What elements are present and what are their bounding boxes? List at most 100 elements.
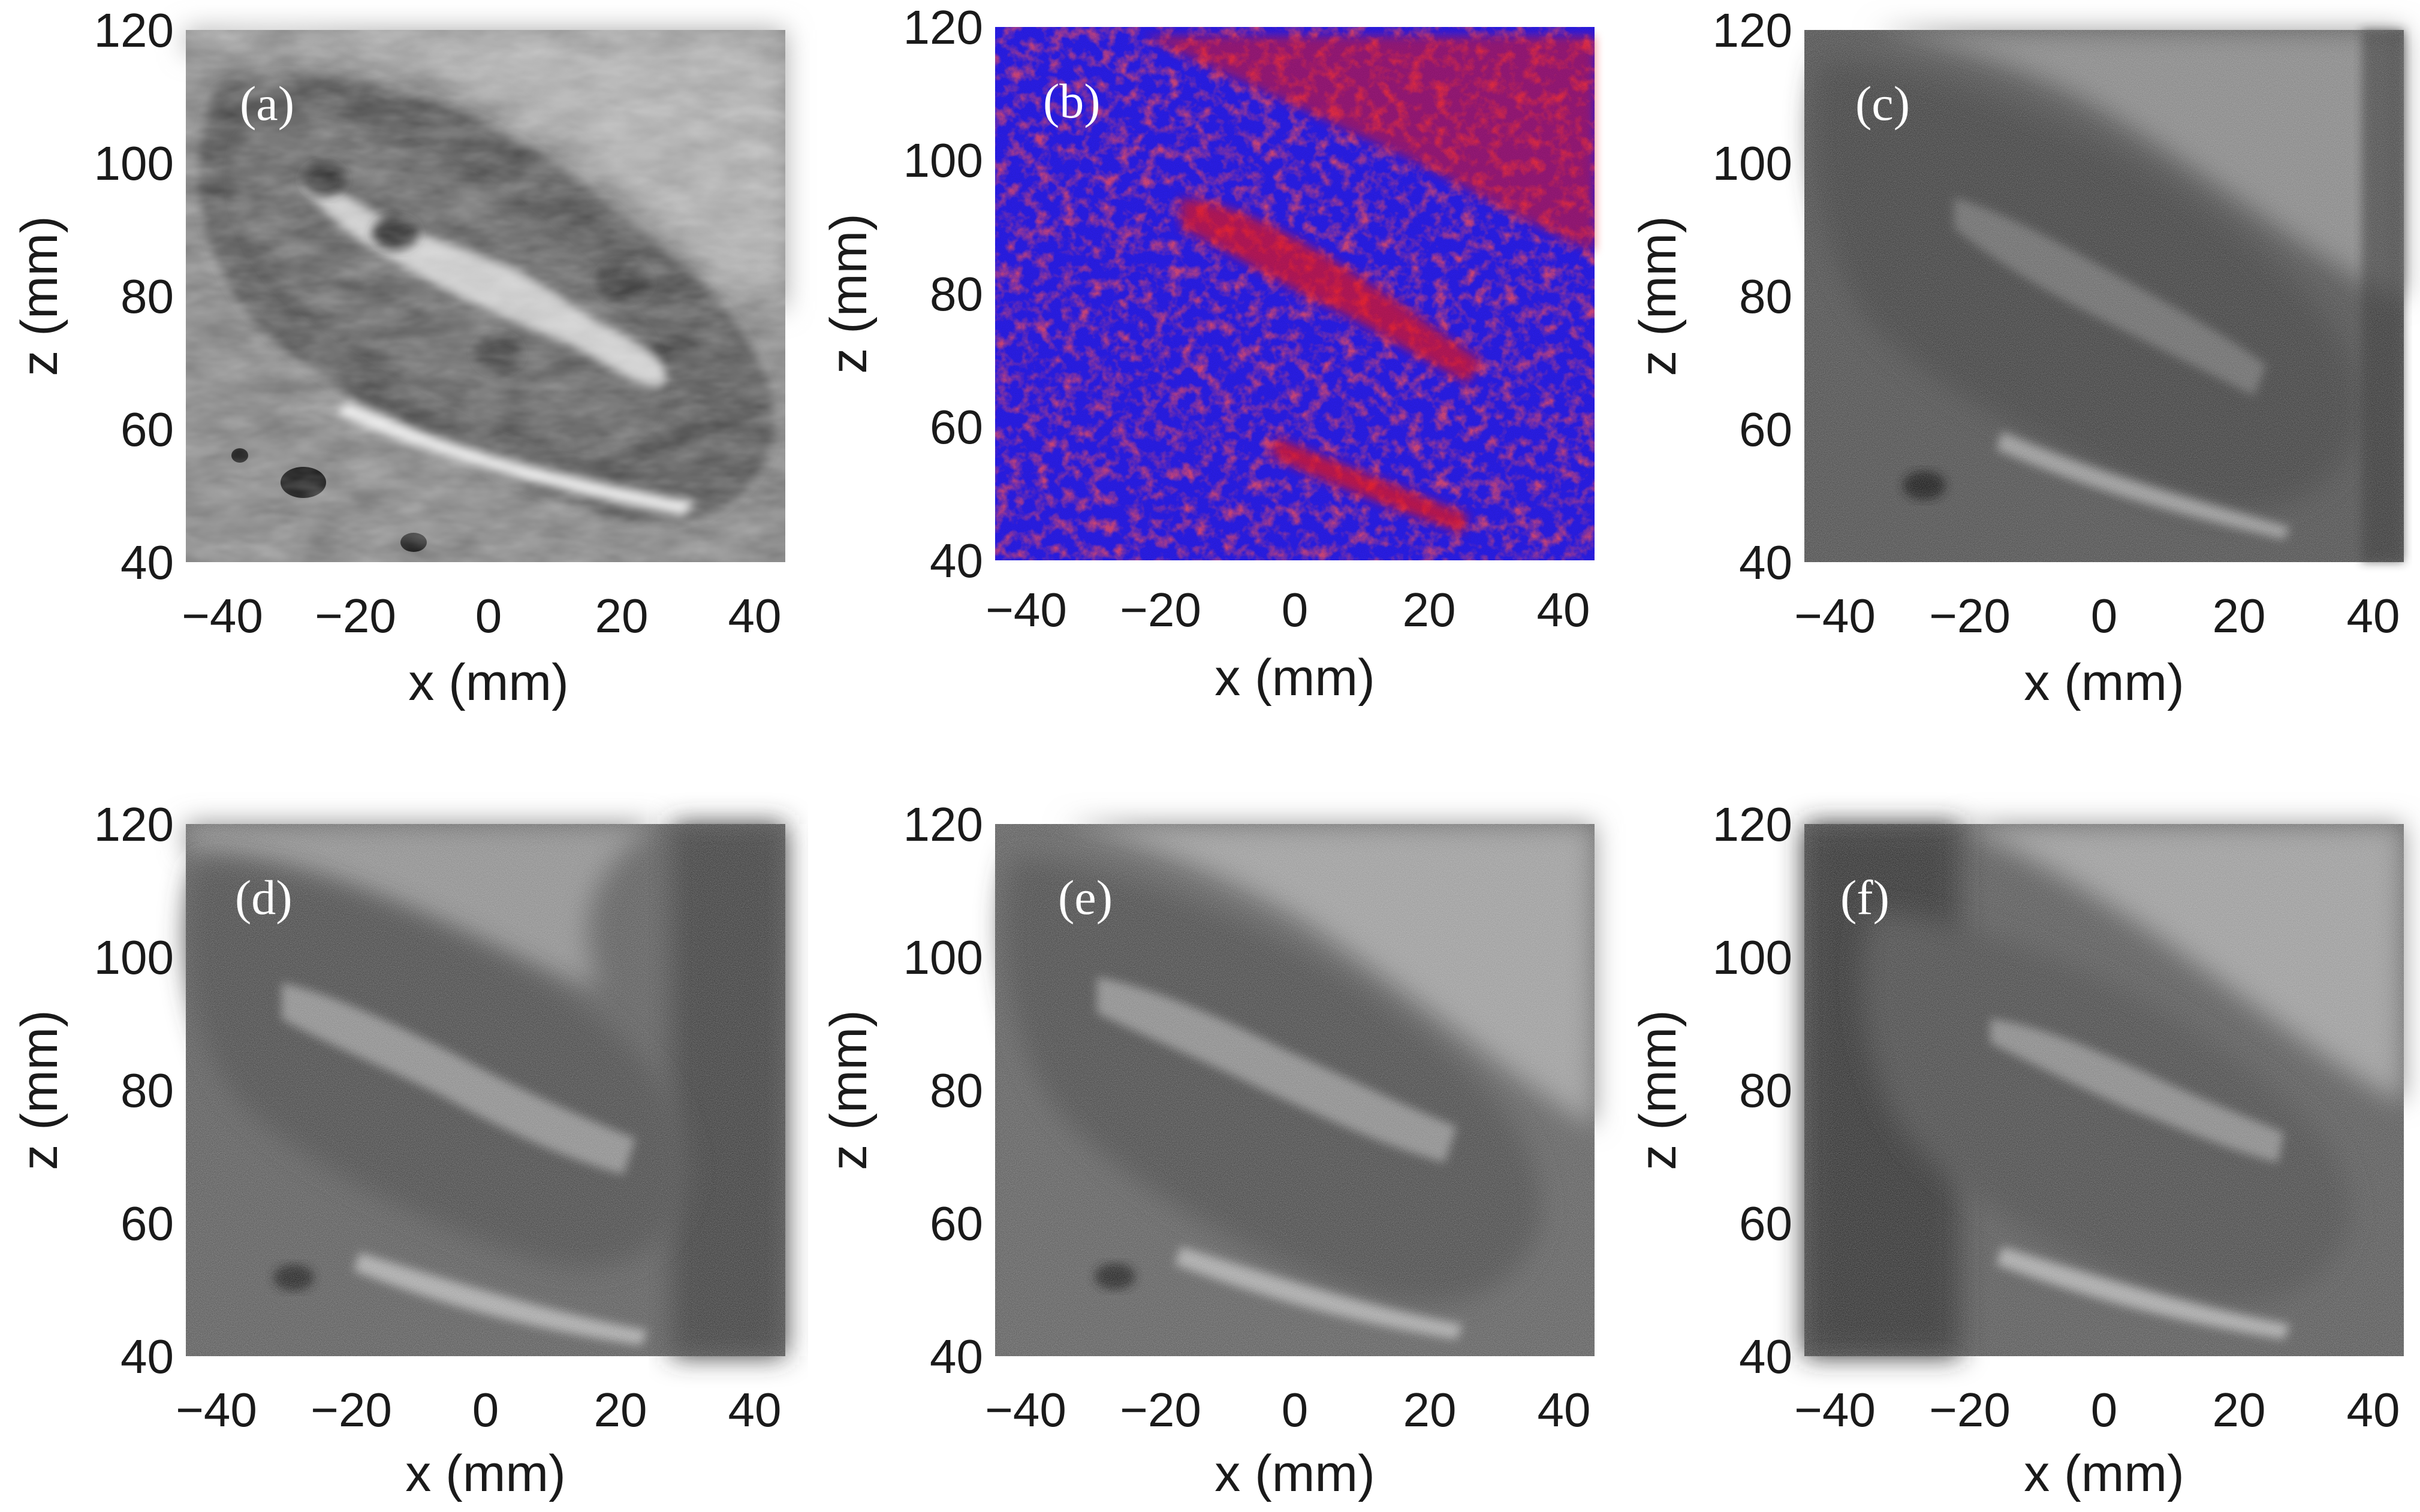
- panel-f-image: [1804, 824, 2404, 1356]
- panel-label: (a): [240, 76, 294, 131]
- z-tick-label: 40: [930, 534, 983, 587]
- x-tick-label: −40: [1794, 589, 1876, 642]
- z-tick-label: 80: [1739, 270, 1792, 323]
- panel-a-plot: 120 100 80 60 40 −40 −20 0 20 40 x (mm) …: [11, 4, 785, 711]
- z-tick-label: 100: [94, 137, 174, 190]
- x-axis-label: x (mm): [2024, 654, 2184, 711]
- panel-e: 120 100 80 60 40 −40 −20 0 20 40 x (mm) …: [809, 791, 1613, 1510]
- x-tick-label: 0: [1282, 583, 1309, 636]
- panel-label: (c): [1855, 76, 1910, 131]
- z-tick-label: 60: [930, 1197, 983, 1250]
- x-tick-label: 0: [475, 589, 502, 642]
- panel-f: 120 100 80 60 40 −40 −20 0 20 40 x (mm) …: [1619, 791, 2420, 1510]
- panel-f-y-ticks: 120 100 80 60 40: [1713, 798, 1792, 1383]
- x-tick-label: 0: [2091, 589, 2118, 642]
- x-axis-label: x (mm): [1214, 649, 1375, 707]
- panel-a-y-ticks: 120 100 80 60 40: [94, 4, 174, 589]
- z-tick-label: 120: [94, 798, 174, 851]
- x-tick-label: 40: [728, 1383, 782, 1436]
- panel-c-plot: 120 100 80 60 40 −40 −20 0 20 40 x (mm) …: [1629, 4, 2404, 711]
- x-axis-label: x (mm): [1214, 1445, 1375, 1502]
- x-tick-label: −40: [1794, 1383, 1876, 1436]
- x-tick-label: 20: [595, 589, 649, 642]
- x-tick-label: 20: [1403, 583, 1456, 636]
- x-tick-label: −20: [1929, 1383, 2011, 1436]
- x-tick-label: 20: [2213, 1383, 2266, 1436]
- z-tick-label: 80: [120, 1064, 174, 1117]
- panel-e-plot: 120 100 80 60 40 −40 −20 0 20 40 x (mm) …: [820, 798, 1595, 1502]
- panel-b-x-ticks: −40 −20 0 20 40: [986, 583, 1590, 636]
- z-axis-label: z (mm): [820, 1010, 878, 1170]
- panel-b-y-ticks: 120 100 80 60 40: [903, 1, 983, 587]
- x-tick-label: −20: [1120, 583, 1201, 636]
- z-tick-label: 100: [903, 931, 983, 984]
- x-tick-label: 40: [2347, 589, 2400, 642]
- panel-d-plot: 120 100 80 60 40 −40 −20 0 20 40 x (mm) …: [11, 798, 785, 1502]
- x-axis-label: x (mm): [408, 654, 568, 711]
- z-tick-label: 100: [1713, 137, 1792, 190]
- z-tick-label: 100: [1713, 931, 1792, 984]
- panel-e-x-ticks: −40 −20 0 20 40: [985, 1383, 1590, 1436]
- z-axis-label: z (mm): [1629, 216, 1687, 376]
- z-tick-label: 100: [94, 931, 174, 984]
- x-tick-label: −40: [985, 1383, 1066, 1436]
- z-axis-label: z (mm): [11, 1010, 68, 1170]
- x-tick-label: 40: [728, 589, 782, 642]
- panel-b-image: [995, 27, 1595, 560]
- z-tick-label: 120: [94, 4, 174, 57]
- x-tick-label: 40: [1538, 1383, 1591, 1436]
- x-axis-label: x (mm): [405, 1445, 565, 1502]
- z-tick-label: 120: [1713, 4, 1792, 57]
- z-tick-label: 40: [930, 1330, 983, 1383]
- panel-label: (f): [1840, 870, 1889, 925]
- x-tick-label: −20: [311, 1383, 392, 1436]
- z-tick-label: 60: [120, 403, 174, 456]
- z-tick-label: 100: [903, 134, 983, 187]
- panel-f-x-ticks: −40 −20 0 20 40: [1794, 1383, 2400, 1436]
- z-tick-label: 40: [1739, 536, 1792, 589]
- z-tick-label: 80: [930, 267, 983, 321]
- panel-c-x-ticks: −40 −20 0 20 40: [1794, 589, 2400, 642]
- panel-label: (b): [1043, 74, 1101, 128]
- z-tick-label: 40: [1739, 1330, 1792, 1383]
- x-tick-label: 40: [2347, 1383, 2400, 1436]
- panel-d: 120 100 80 60 40 −40 −20 0 20 40 x (mm) …: [0, 791, 803, 1510]
- x-tick-label: 20: [1403, 1383, 1457, 1436]
- z-axis-label: z (mm): [820, 213, 878, 373]
- z-tick-label: 120: [903, 1, 983, 54]
- z-axis-label: z (mm): [11, 216, 68, 376]
- panel-e-image: [995, 824, 1595, 1356]
- x-tick-label: 0: [1282, 1383, 1309, 1436]
- panel-a: 120 100 80 60 40 −40 −20 0 20 40 x (mm) …: [0, 0, 803, 719]
- panel-d-x-ticks: −40 −20 0 20 40: [176, 1383, 781, 1436]
- x-tick-label: −20: [1929, 589, 2011, 642]
- x-tick-label: −40: [986, 583, 1067, 636]
- panel-label: (e): [1058, 870, 1113, 925]
- x-tick-label: −20: [315, 589, 396, 642]
- x-tick-label: −20: [1120, 1383, 1201, 1436]
- z-tick-label: 60: [1739, 1197, 1792, 1250]
- panel-f-plot: 120 100 80 60 40 −40 −20 0 20 40 x (mm) …: [1629, 798, 2404, 1502]
- z-tick-label: 80: [1739, 1064, 1792, 1117]
- panel-c-image: [1804, 30, 2404, 562]
- x-tick-label: −40: [182, 589, 263, 642]
- panel-b: 120 100 80 60 40 −40 −20 0 20 40 x (mm) …: [809, 0, 1613, 719]
- x-tick-label: 20: [2213, 589, 2266, 642]
- z-tick-label: 120: [1713, 798, 1792, 851]
- x-tick-label: 0: [472, 1383, 499, 1436]
- x-tick-label: 40: [1537, 583, 1590, 636]
- panel-b-plot: 120 100 80 60 40 −40 −20 0 20 40 x (mm) …: [820, 1, 1595, 707]
- x-tick-label: 0: [2091, 1383, 2118, 1436]
- panel-d-y-ticks: 120 100 80 60 40: [94, 798, 174, 1383]
- panel-label: (d): [235, 870, 293, 925]
- z-tick-label: 80: [120, 270, 174, 323]
- x-axis-label: x (mm): [2024, 1445, 2184, 1502]
- panel-a-image: [186, 30, 785, 562]
- z-tick-label: 60: [1739, 403, 1792, 456]
- z-axis-label: z (mm): [1629, 1010, 1687, 1170]
- z-tick-label: 60: [120, 1197, 174, 1250]
- z-tick-label: 60: [930, 400, 983, 454]
- panel-d-image: [186, 824, 785, 1356]
- z-tick-label: 120: [903, 798, 983, 851]
- z-tick-label: 40: [120, 536, 174, 589]
